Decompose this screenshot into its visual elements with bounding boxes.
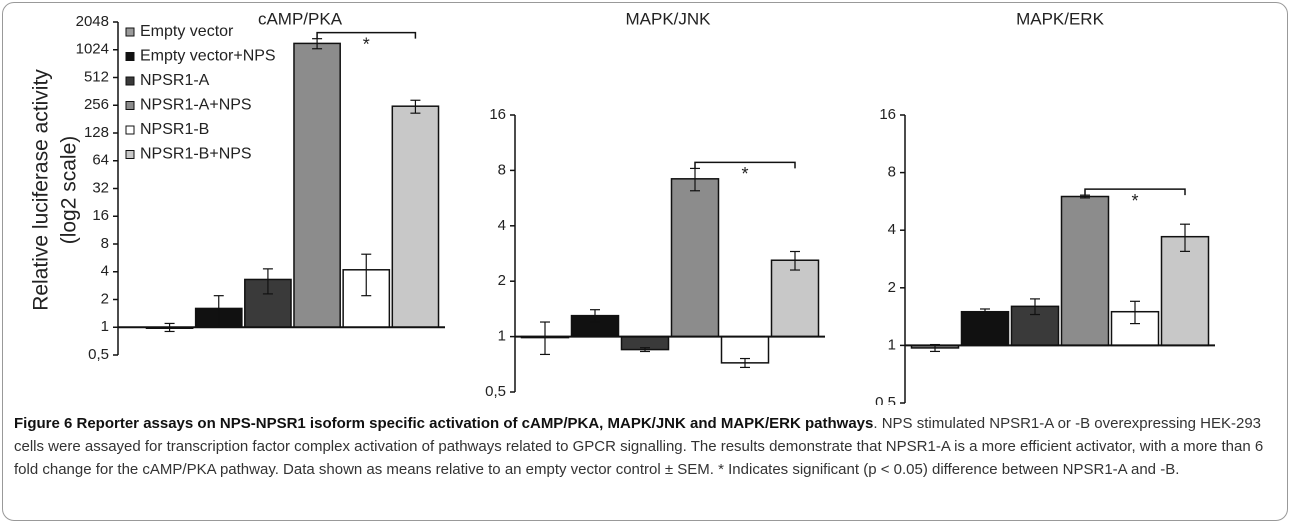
bar [960, 310, 1010, 347]
legend-label: NPSR1-A [140, 72, 210, 89]
y-tick-label: 0,5 [875, 394, 896, 405]
y-tick-label: 2 [101, 290, 109, 307]
legend-label: Empty vector [140, 23, 234, 40]
y-tick-label: 8 [101, 235, 109, 252]
legend-label: NPSR1-A+NPS [140, 97, 252, 114]
charts: cAMP/PKA Relative luciferase activity (log… [30, 9, 1215, 405]
y-tick-label: 16 [489, 106, 506, 123]
legend-swatch [125, 101, 135, 110]
caption-title: Figure 6 Reporter assays on NPS-NPSR1 is… [14, 415, 874, 432]
y-tick-label: 4 [101, 263, 109, 280]
y-tick-label: 512 [84, 68, 109, 85]
legend-label: NPSR1-B [140, 121, 209, 138]
bar [1060, 195, 1110, 347]
legend-label: Empty vector+NPS [140, 48, 276, 65]
y-tick-label: 32 [92, 179, 109, 196]
significance-bracket [694, 161, 796, 169]
significance-bracket [316, 31, 417, 39]
y-tick-label: 0,5 [485, 383, 506, 400]
bar [670, 178, 720, 338]
y-tick-label: 4 [498, 217, 506, 234]
legend-swatch [125, 125, 135, 135]
legend-swatch [125, 52, 135, 61]
significance-bracket [1084, 188, 1186, 196]
caption: Figure 6 Reporter assays on NPS-NPSR1 is… [14, 412, 1276, 481]
legend-label: NPSR1-B+NPS [140, 146, 252, 163]
y-tick-label: 1024 [76, 41, 109, 58]
significance-label: * [741, 164, 748, 184]
y-tick-label: 8 [888, 164, 896, 181]
y-tick-label: 1 [888, 336, 896, 353]
y-tick-label: 256 [84, 96, 109, 113]
y-tick-label: 1 [498, 328, 506, 345]
caption-text: . NPS stimulated NPSR1-A or -B overexpre… [14, 415, 1264, 478]
significance-label: * [1131, 191, 1138, 211]
legend-swatch [125, 27, 135, 37]
y-tick-label: 16 [92, 207, 109, 224]
y-tick-label: 0,5 [88, 346, 109, 363]
chart-title: MAPK/ERK [1016, 9, 1105, 28]
bar [391, 105, 440, 328]
y-tick-label: 2 [498, 272, 506, 289]
bar [1160, 235, 1210, 347]
y-tick-label: 4 [888, 221, 896, 238]
y-tick-label: 8 [498, 161, 506, 178]
legend-swatch [125, 150, 135, 159]
y-tick-label: 2048 [76, 13, 109, 30]
y-axis-label: (log2 scale) [58, 136, 81, 245]
chart-title: cAMP/PKA [258, 9, 343, 28]
y-tick-label: 128 [84, 124, 109, 141]
bar [770, 259, 820, 338]
chart-title: MAPK/JNK [625, 9, 711, 28]
y-axis-label: Relative luciferase activity [30, 69, 53, 311]
y-tick-label: 16 [879, 106, 896, 123]
significance-label: * [363, 34, 370, 54]
bar [293, 42, 341, 329]
legend-swatch [125, 76, 135, 86]
y-tick-label: 2 [888, 279, 896, 296]
y-tick-label: 1 [101, 318, 109, 335]
y-tick-label: 64 [92, 152, 109, 169]
